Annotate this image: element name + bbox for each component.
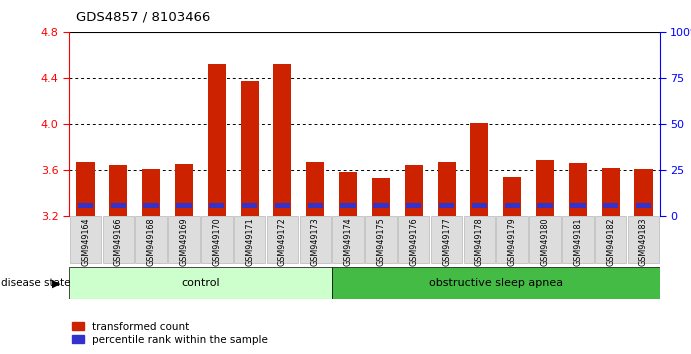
FancyBboxPatch shape: [201, 216, 233, 263]
Text: GSM949178: GSM949178: [475, 217, 484, 266]
FancyBboxPatch shape: [464, 216, 495, 263]
Text: GSM949181: GSM949181: [574, 217, 583, 266]
Bar: [306, 162, 324, 216]
Bar: [536, 160, 554, 216]
Text: GSM949182: GSM949182: [606, 217, 615, 266]
Bar: [341, 203, 356, 208]
Bar: [275, 203, 290, 208]
Bar: [77, 162, 95, 216]
FancyBboxPatch shape: [496, 216, 528, 263]
Bar: [602, 167, 620, 216]
Text: GSM949176: GSM949176: [409, 217, 418, 266]
Bar: [144, 203, 159, 208]
Text: GSM949166: GSM949166: [114, 217, 123, 266]
Bar: [175, 164, 193, 216]
FancyBboxPatch shape: [365, 216, 397, 263]
Bar: [111, 203, 126, 208]
Text: GSM949175: GSM949175: [377, 217, 386, 266]
Bar: [634, 169, 652, 216]
FancyBboxPatch shape: [595, 216, 627, 263]
Bar: [332, 267, 660, 299]
FancyBboxPatch shape: [398, 216, 430, 263]
Text: GSM949168: GSM949168: [146, 217, 155, 266]
Text: GDS4857 / 8103466: GDS4857 / 8103466: [76, 10, 210, 23]
Bar: [142, 169, 160, 216]
Bar: [603, 203, 618, 208]
Bar: [471, 123, 489, 216]
Text: GSM949179: GSM949179: [508, 217, 517, 266]
FancyBboxPatch shape: [168, 216, 200, 263]
Bar: [538, 203, 553, 208]
Text: GSM949173: GSM949173: [311, 217, 320, 266]
Text: GSM949169: GSM949169: [180, 217, 189, 266]
Text: GSM949170: GSM949170: [212, 217, 221, 266]
Bar: [69, 267, 332, 299]
FancyBboxPatch shape: [234, 216, 265, 263]
Bar: [373, 203, 388, 208]
Bar: [209, 203, 225, 208]
Bar: [307, 203, 323, 208]
Bar: [472, 203, 487, 208]
Bar: [274, 64, 292, 216]
FancyBboxPatch shape: [299, 216, 331, 263]
Bar: [78, 203, 93, 208]
Legend: transformed count, percentile rank within the sample: transformed count, percentile rank withi…: [68, 317, 272, 349]
Bar: [439, 203, 454, 208]
FancyBboxPatch shape: [267, 216, 299, 263]
Text: GSM949180: GSM949180: [540, 217, 549, 266]
FancyBboxPatch shape: [135, 216, 167, 263]
FancyBboxPatch shape: [70, 216, 102, 263]
FancyBboxPatch shape: [627, 216, 659, 263]
Text: GSM949164: GSM949164: [81, 217, 90, 266]
Text: control: control: [181, 278, 220, 288]
Bar: [406, 203, 422, 208]
Bar: [176, 203, 191, 208]
Bar: [636, 203, 651, 208]
FancyBboxPatch shape: [102, 216, 134, 263]
FancyBboxPatch shape: [332, 216, 364, 263]
Bar: [437, 162, 455, 216]
Text: GSM949171: GSM949171: [245, 217, 254, 266]
FancyBboxPatch shape: [562, 216, 594, 263]
Text: GSM949183: GSM949183: [639, 217, 648, 266]
Text: GSM949174: GSM949174: [343, 217, 352, 266]
Bar: [240, 81, 258, 216]
Text: obstructive sleep apnea: obstructive sleep apnea: [428, 278, 563, 288]
Bar: [372, 178, 390, 216]
FancyBboxPatch shape: [529, 216, 561, 263]
Bar: [570, 203, 585, 208]
Bar: [503, 177, 521, 216]
Bar: [504, 203, 520, 208]
Text: GSM949172: GSM949172: [278, 217, 287, 266]
Text: disease state: disease state: [1, 278, 71, 288]
Text: GSM949177: GSM949177: [442, 217, 451, 266]
Bar: [109, 165, 127, 216]
FancyBboxPatch shape: [430, 216, 462, 263]
Bar: [405, 165, 423, 216]
Text: ▶: ▶: [52, 278, 60, 288]
Bar: [208, 64, 226, 216]
Bar: [339, 172, 357, 216]
Bar: [242, 203, 257, 208]
Bar: [569, 163, 587, 216]
